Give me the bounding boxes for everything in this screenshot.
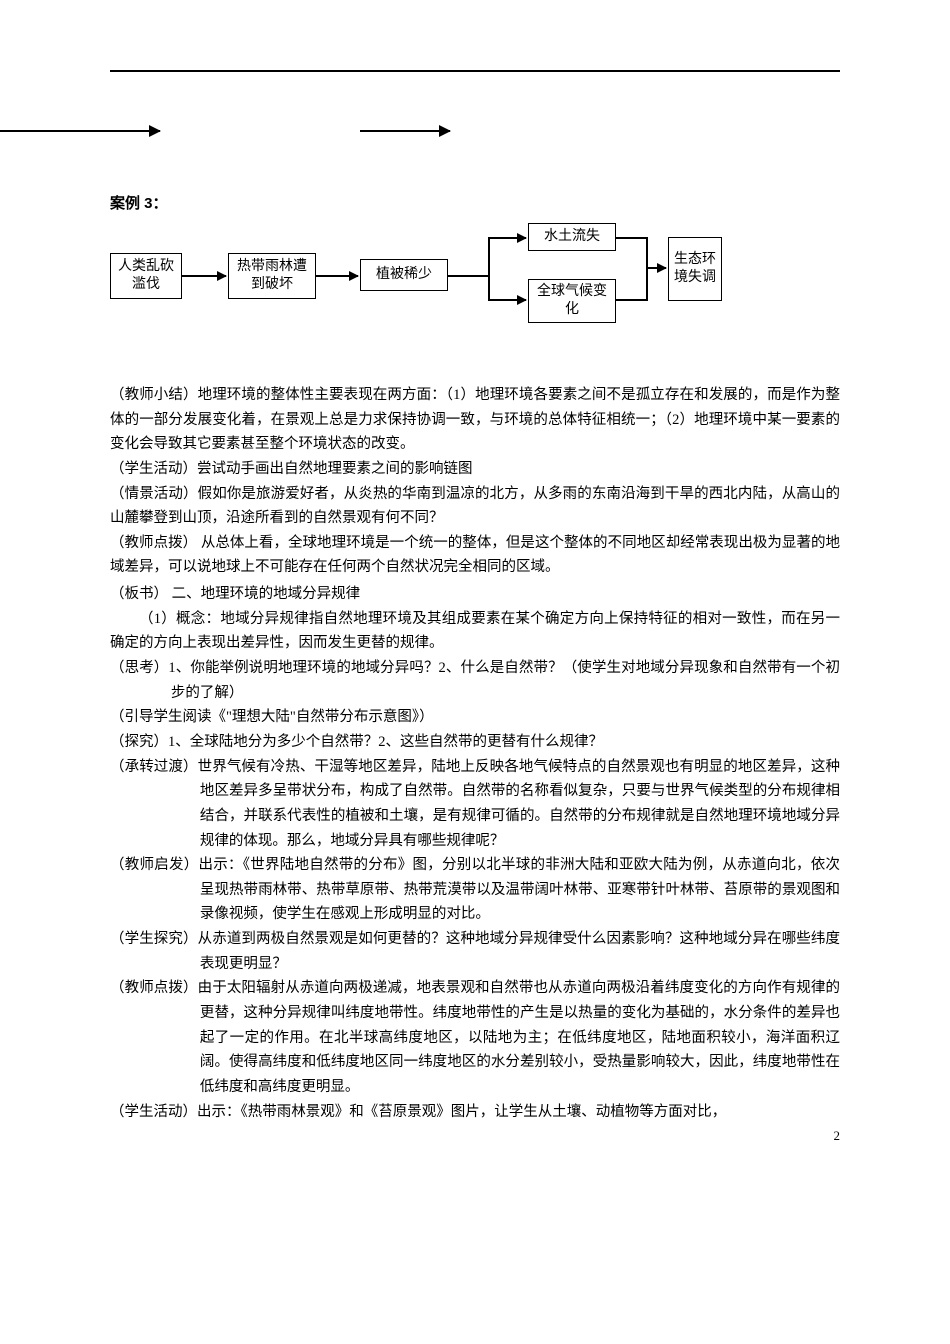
flow-connector bbox=[448, 275, 488, 277]
flow-connector bbox=[616, 299, 646, 301]
paragraph-concept: （1）概念：地域分异规律指自然地理环境及其组成要素在某个确定方向上保持特征的相对… bbox=[110, 607, 840, 656]
flow-node-deforestation: 人类乱砍滥伐 bbox=[110, 253, 182, 299]
flow-node-climate-change: 全球气候变化 bbox=[528, 279, 616, 323]
header-rule bbox=[110, 70, 840, 72]
flow-node-ecology-imbalance: 生态环境失调 bbox=[668, 237, 722, 301]
paragraph-board: （板书） 二、地理环境的地域分异规律 bbox=[110, 582, 840, 607]
paragraph-teacher-inspire: （教师启发）出示：《世界陆地自然带的分布》图，分别以北半球的非洲大陆和亚欧大陆为… bbox=[110, 853, 840, 927]
paragraph-transition: （承转过渡）世界气候有冷热、干湿等地区差异，陆地上反映各地气候特点的自然景观也有… bbox=[110, 755, 840, 854]
page-number: 2 bbox=[834, 1128, 841, 1144]
flow-node-soil-erosion: 水土流失 bbox=[528, 223, 616, 251]
flow-connector bbox=[616, 237, 646, 239]
paragraph-teacher-summary: （教师小结）地理环境的整体性主要表现在两方面：（1）地理环境各要素之间不是孤立存… bbox=[110, 383, 840, 457]
flow-arrow bbox=[646, 267, 666, 269]
flow-arrow bbox=[316, 275, 358, 277]
flow-connector bbox=[488, 237, 490, 301]
flowchart: 人类乱砍滥伐 热带雨林遭到破坏 植被稀少 水土流失 全球气候变化 生态环境失调 bbox=[110, 223, 840, 343]
decorative-arrow-mid bbox=[360, 130, 450, 132]
flow-connector bbox=[646, 237, 648, 301]
paragraph-explore-1: （探究）1、全球陆地分为多少个自然带？2、这些自然带的更替有什么规律？ bbox=[110, 730, 840, 755]
case-label: 案例 3： bbox=[110, 192, 840, 213]
flow-arrow bbox=[488, 237, 526, 239]
flow-node-sparse-vegetation: 植被稀少 bbox=[360, 259, 448, 291]
paragraph-student-explore: （学生探究）从赤道到两极自然景观是如何更替的？这种地域分异规律受什么因素影响？这… bbox=[110, 927, 840, 976]
paragraph-think: （思考）1、你能举例说明地理环境的地域分异吗？2、什么是自然带？（使学生对地域分… bbox=[110, 656, 840, 705]
paragraph-student-activity-2: （学生活动）出示：《热带雨林景观》和《苔原景观》图片，让学生从土壤、动植物等方面… bbox=[110, 1100, 840, 1125]
flow-arrow bbox=[182, 275, 226, 277]
paragraph-student-activity-1: （学生活动）尝试动手画出自然地理要素之间的影响链图 bbox=[110, 457, 840, 482]
paragraph-teacher-hint-2: （教师点拨）由于太阳辐射从赤道向两极递减，地表景观和自然带也从赤道向两极沿着纬度… bbox=[110, 976, 840, 1099]
paragraph-teacher-hint-1: （教师点拨） 从总体上看，全球地理环境是一个统一的整体，但是这个整体的不同地区却… bbox=[110, 531, 840, 580]
paragraph-guide-read: （引导学生阅读《"理想大陆"自然带分布示意图》） bbox=[110, 705, 840, 730]
flow-arrow bbox=[488, 299, 526, 301]
paragraph-scenario: （情景活动）假如你是旅游爱好者，从炎热的华南到温凉的北方，从多雨的东南沿海到干旱… bbox=[110, 482, 840, 531]
flow-node-rainforest-destroyed: 热带雨林遭到破坏 bbox=[228, 253, 316, 299]
decorative-arrow-left bbox=[0, 130, 160, 132]
